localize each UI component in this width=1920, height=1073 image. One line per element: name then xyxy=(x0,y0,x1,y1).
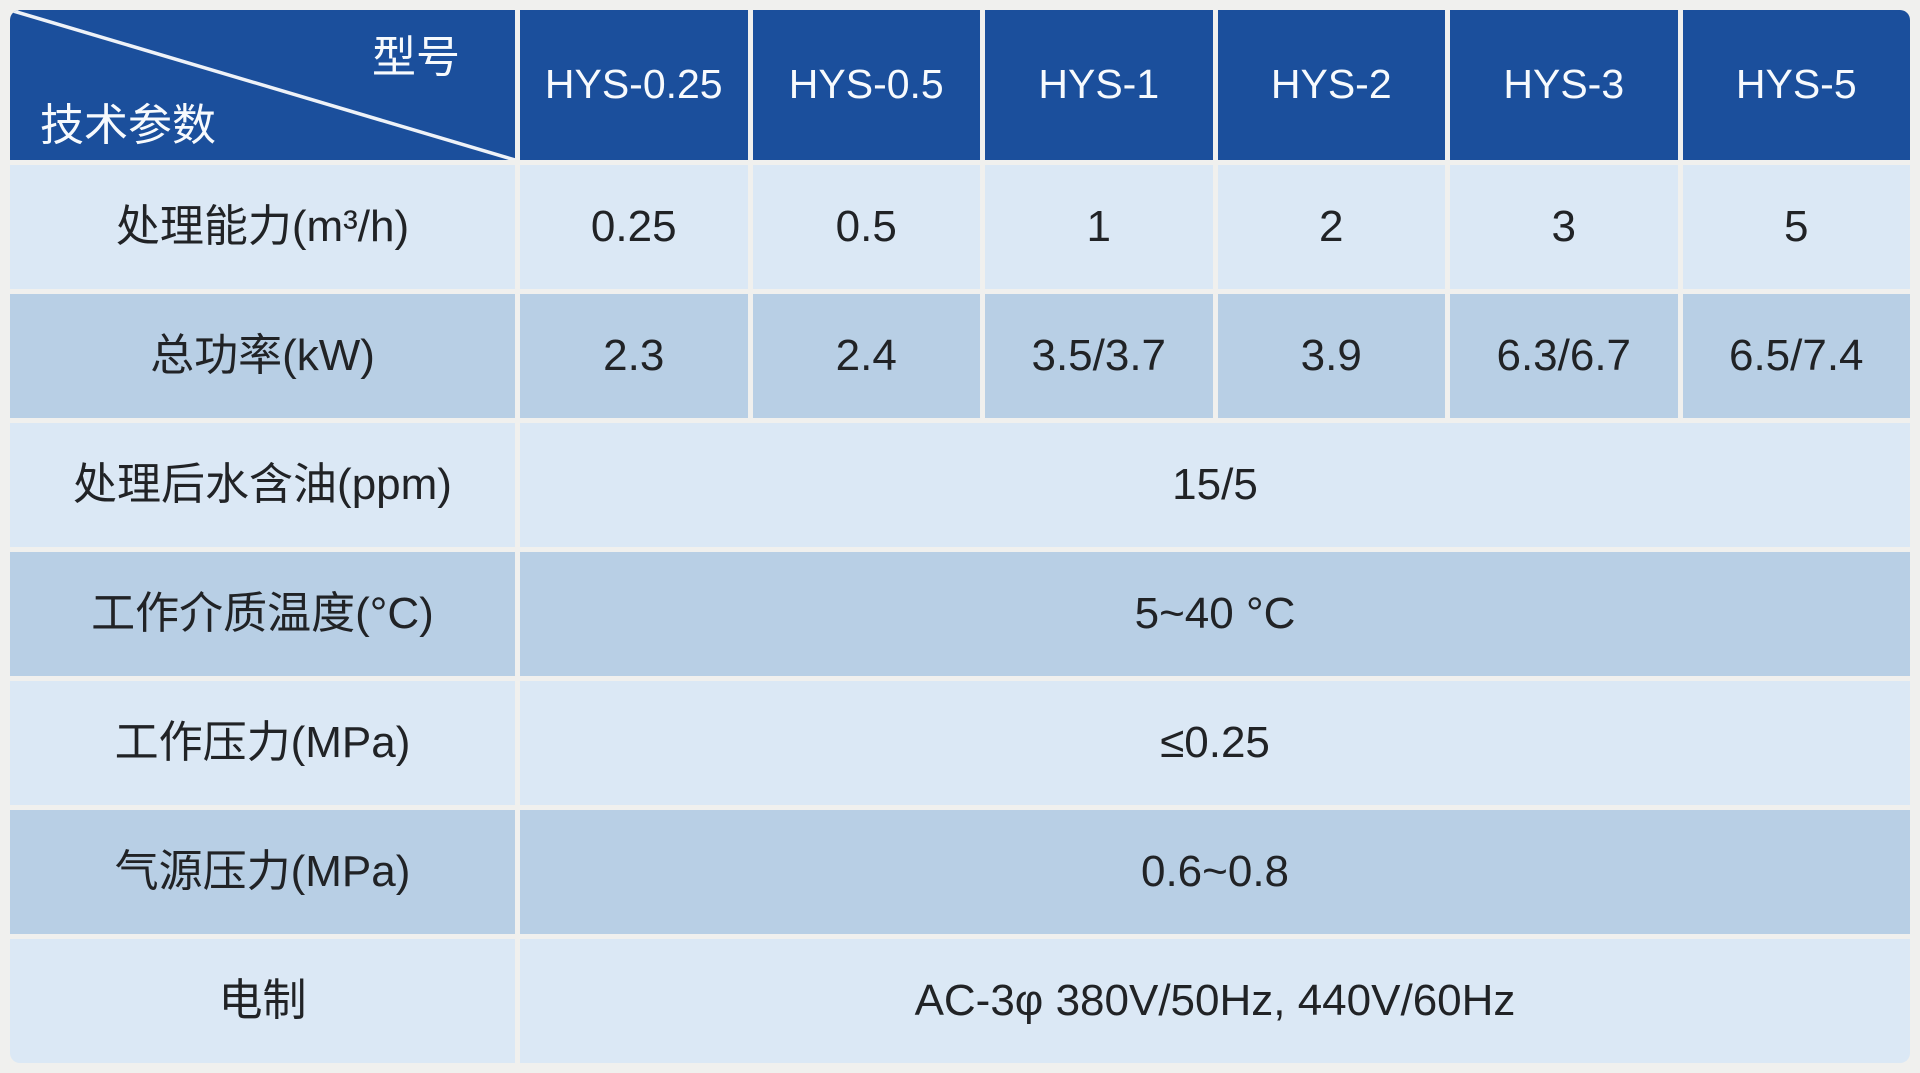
row-label-air-pressure: 气源压力(MPa) xyxy=(10,810,515,934)
row-label-total-power: 总功率(kW) xyxy=(10,294,515,418)
cell-power-hys-0-25: 2.3 xyxy=(520,294,748,418)
column-header-hys-1: HYS-1 xyxy=(985,10,1213,160)
row-label-medium-temperature: 工作介质温度(°C) xyxy=(10,552,515,676)
cell-capacity-hys-0-25: 0.25 xyxy=(520,165,748,289)
row-label-oil-content: 处理后水含油(ppm) xyxy=(10,423,515,547)
cell-medium-temperature-merged: 5~40 °C xyxy=(520,552,1910,676)
row-label-working-pressure: 工作压力(MPa) xyxy=(10,681,515,805)
column-header-hys-0-25: HYS-0.25 xyxy=(520,10,748,160)
cell-capacity-hys-1: 1 xyxy=(985,165,1213,289)
cell-capacity-hys-2: 2 xyxy=(1217,165,1445,289)
cell-power-hys-5: 6.5/7.4 xyxy=(1682,294,1910,418)
cell-capacity-hys-0-5: 0.5 xyxy=(752,165,980,289)
cell-capacity-hys-3: 3 xyxy=(1450,165,1678,289)
diagonal-divider xyxy=(10,10,515,160)
cell-power-hys-1: 3.5/3.7 xyxy=(985,294,1213,418)
column-header-hys-0-5: HYS-0.5 xyxy=(752,10,980,160)
spec-table: 型号 技术参数 HYS-0.25 HYS-0.5 HYS-1 HYS-2 HYS… xyxy=(10,10,1910,1063)
column-header-hys-3: HYS-3 xyxy=(1450,10,1678,160)
cell-air-pressure-merged: 0.6~0.8 xyxy=(520,810,1910,934)
row-label-capacity: 处理能力(m³/h) xyxy=(10,165,515,289)
cell-electrical-system-merged: AC-3φ 380V/50Hz, 440V/60Hz xyxy=(520,939,1910,1063)
cell-power-hys-2: 3.9 xyxy=(1217,294,1445,418)
cell-capacity-hys-5: 5 xyxy=(1682,165,1910,289)
cell-oil-content-merged: 15/5 xyxy=(520,423,1910,547)
corner-label-tech-params: 技术参数 xyxy=(40,100,216,150)
column-header-hys-2: HYS-2 xyxy=(1217,10,1445,160)
row-label-electrical-system: 电制 xyxy=(10,939,515,1063)
column-header-hys-5: HYS-5 xyxy=(1682,10,1910,160)
cell-working-pressure-merged: ≤0.25 xyxy=(520,681,1910,805)
cell-power-hys-3: 6.3/6.7 xyxy=(1450,294,1678,418)
cell-power-hys-0-5: 2.4 xyxy=(752,294,980,418)
corner-header-cell: 型号 技术参数 xyxy=(10,10,515,160)
corner-label-model: 型号 xyxy=(372,33,460,82)
